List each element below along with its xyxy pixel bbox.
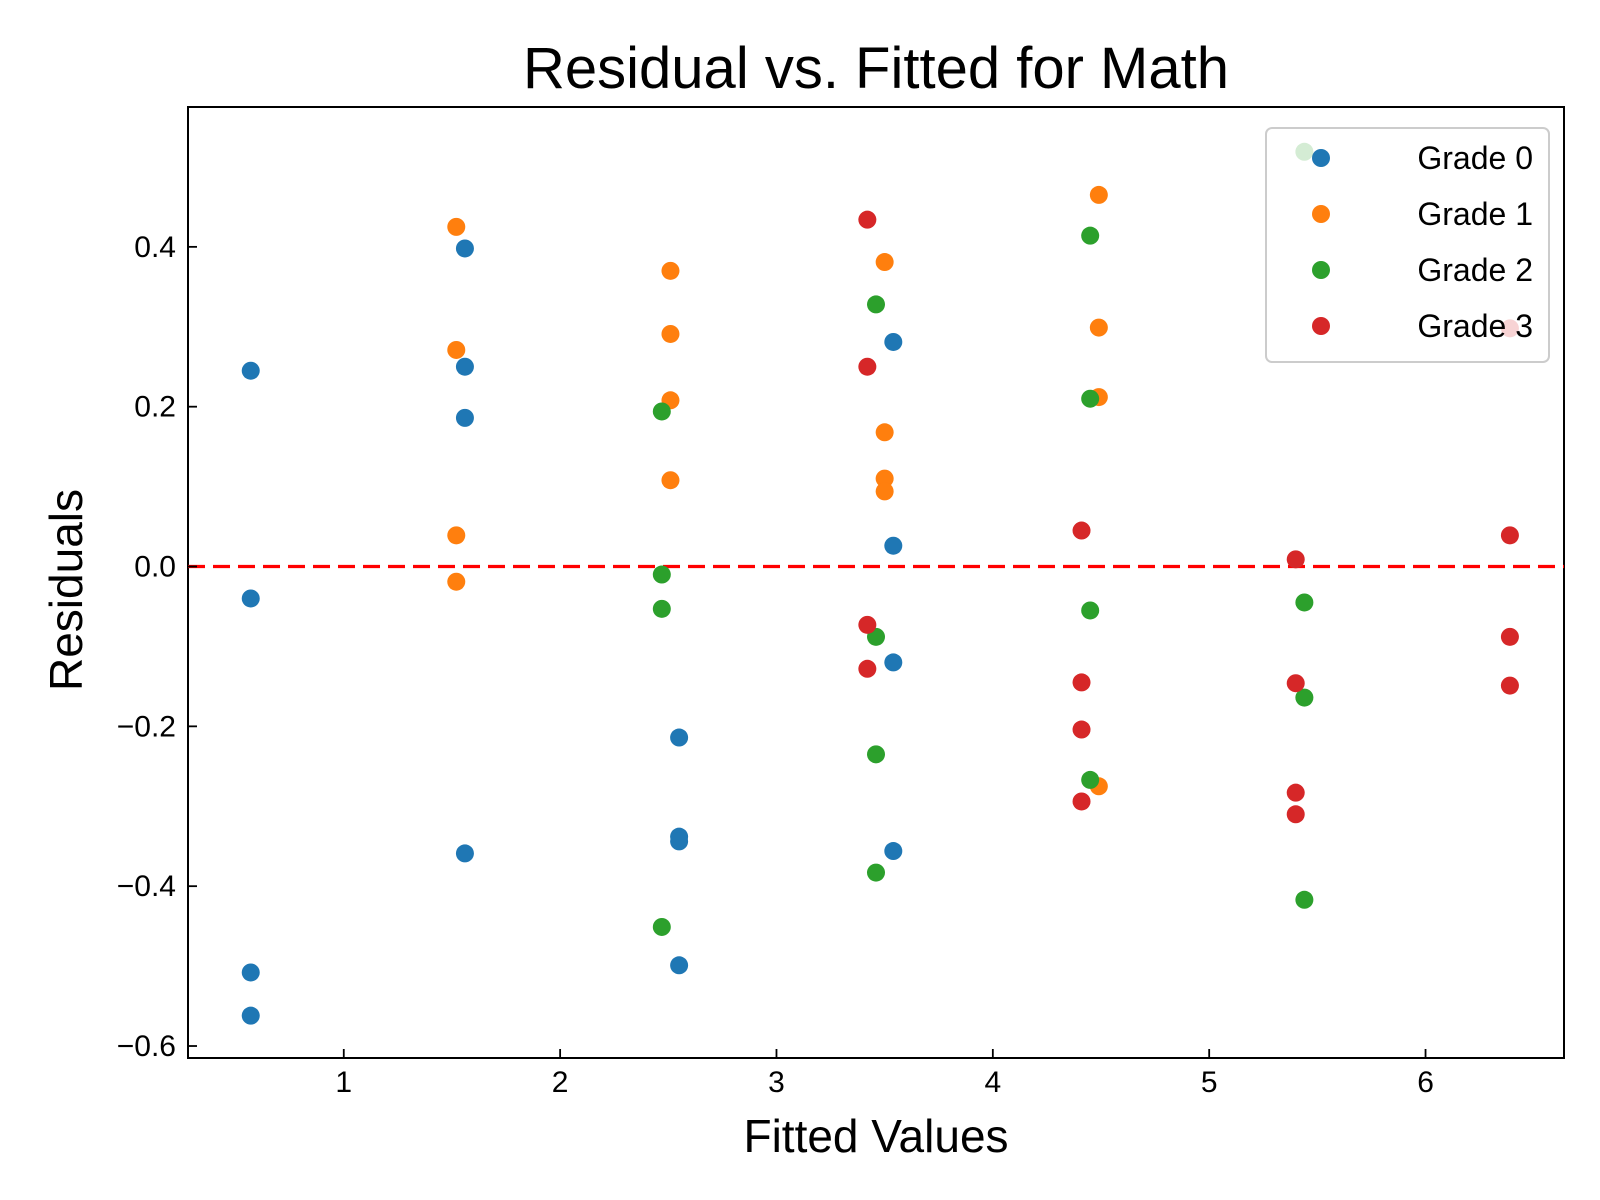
- point-grade-0: [241, 361, 260, 380]
- y-tick-label: −0.6: [117, 1030, 176, 1063]
- x-axis-ticks: 1 2 3 4 5 6: [335, 1049, 1434, 1099]
- legend-label: Grade 1: [1417, 196, 1533, 232]
- legend-marker: [1312, 317, 1330, 335]
- chart-title: Residual vs. Fitted for Math: [523, 36, 1229, 101]
- point-grade-3: [1286, 783, 1305, 802]
- y-tick-label: 0.2: [134, 391, 176, 424]
- legend-label: Grade 3: [1417, 308, 1533, 344]
- point-grade-0: [884, 536, 903, 555]
- point-grade-3: [1500, 526, 1519, 545]
- point-grade-1: [447, 526, 466, 545]
- point-grade-3: [1072, 720, 1091, 739]
- legend-marker: [1312, 149, 1330, 167]
- point-grade-2: [1295, 688, 1314, 707]
- legend-box: [1265, 127, 1550, 363]
- point-grade-1: [661, 324, 680, 343]
- y-tick-label: 0.4: [134, 231, 176, 264]
- y-tick-label: −0.2: [117, 710, 176, 743]
- x-axis-label: Fitted Values: [743, 1110, 1008, 1162]
- x-tick-label: 2: [552, 1066, 569, 1099]
- point-grade-2: [1081, 389, 1100, 408]
- point-grade-1: [661, 471, 680, 490]
- point-grade-2: [867, 863, 885, 882]
- point-grade-1: [447, 572, 466, 591]
- point-grade-3: [1286, 805, 1305, 824]
- y-tick-label: 0.0: [134, 551, 176, 584]
- point-grade-2: [1295, 593, 1314, 612]
- point-grade-1: [875, 423, 894, 442]
- point-grade-2: [1081, 601, 1100, 620]
- point-grade-0: [884, 653, 903, 672]
- point-grade-2: [652, 917, 671, 936]
- data-points: [241, 142, 1519, 1025]
- point-grade-3: [858, 357, 877, 376]
- y-tick-label: −0.4: [117, 870, 176, 903]
- x-tick-label: 4: [984, 1066, 1001, 1099]
- point-grade-3: [858, 615, 877, 634]
- x-tick-label: 6: [1417, 1066, 1434, 1099]
- point-grade-1: [447, 340, 466, 359]
- y-axis-label: Residuals: [40, 489, 92, 691]
- point-grade-0: [670, 832, 689, 851]
- point-grade-0: [455, 239, 474, 258]
- point-grade-1: [447, 217, 466, 236]
- point-grade-1: [661, 261, 680, 280]
- point-grade-1: [875, 253, 894, 272]
- point-grade-1: [1089, 185, 1108, 204]
- point-grade-3: [1500, 627, 1519, 646]
- point-grade-2: [652, 402, 671, 421]
- point-grade-2: [1295, 890, 1314, 909]
- point-grade-0: [670, 956, 689, 975]
- point-grade-1: [1089, 318, 1108, 337]
- point-grade-1: [875, 482, 894, 501]
- point-grade-3: [1072, 521, 1091, 540]
- point-grade-0: [241, 589, 260, 608]
- point-grade-0: [884, 332, 903, 351]
- y-axis-ticks: −0.6 −0.4 −0.2 0.0 0.2 0.4: [117, 231, 197, 1063]
- point-grade-0: [241, 1006, 260, 1025]
- point-grade-3: [858, 210, 877, 229]
- point-grade-2: [652, 565, 671, 584]
- point-grade-2: [652, 599, 671, 618]
- point-grade-0: [455, 357, 474, 376]
- x-tick-label: 1: [335, 1066, 352, 1099]
- point-grade-0: [455, 408, 474, 427]
- point-grade-2: [867, 295, 885, 314]
- point-grade-3: [1072, 792, 1091, 811]
- legend-marker: [1312, 261, 1330, 279]
- point-grade-3: [1286, 674, 1305, 693]
- plot-frame: [187, 106, 1565, 1059]
- point-grade-3: [1500, 676, 1519, 695]
- point-grade-0: [670, 728, 689, 747]
- point-grade-1: [875, 469, 894, 488]
- legend-marker: [1312, 205, 1330, 223]
- point-grade-2: [1081, 770, 1100, 789]
- point-grade-2: [1081, 226, 1100, 245]
- point-grade-0: [455, 844, 474, 863]
- legend: Grade 0 Grade 1 Grade 2 Grade 3: [1265, 127, 1550, 363]
- point-grade-0: [884, 842, 903, 861]
- point-grade-0: [241, 963, 260, 982]
- x-tick-label: 5: [1201, 1066, 1218, 1099]
- plot-area: [187, 106, 1565, 1059]
- x-tick-label: 3: [768, 1066, 785, 1099]
- point-grade-3: [1286, 550, 1305, 569]
- point-grade-2: [867, 745, 885, 764]
- legend-label: Grade 2: [1417, 252, 1533, 288]
- point-grade-3: [858, 659, 877, 678]
- point-grade-3: [1072, 673, 1091, 692]
- legend-label: Grade 0: [1417, 140, 1533, 176]
